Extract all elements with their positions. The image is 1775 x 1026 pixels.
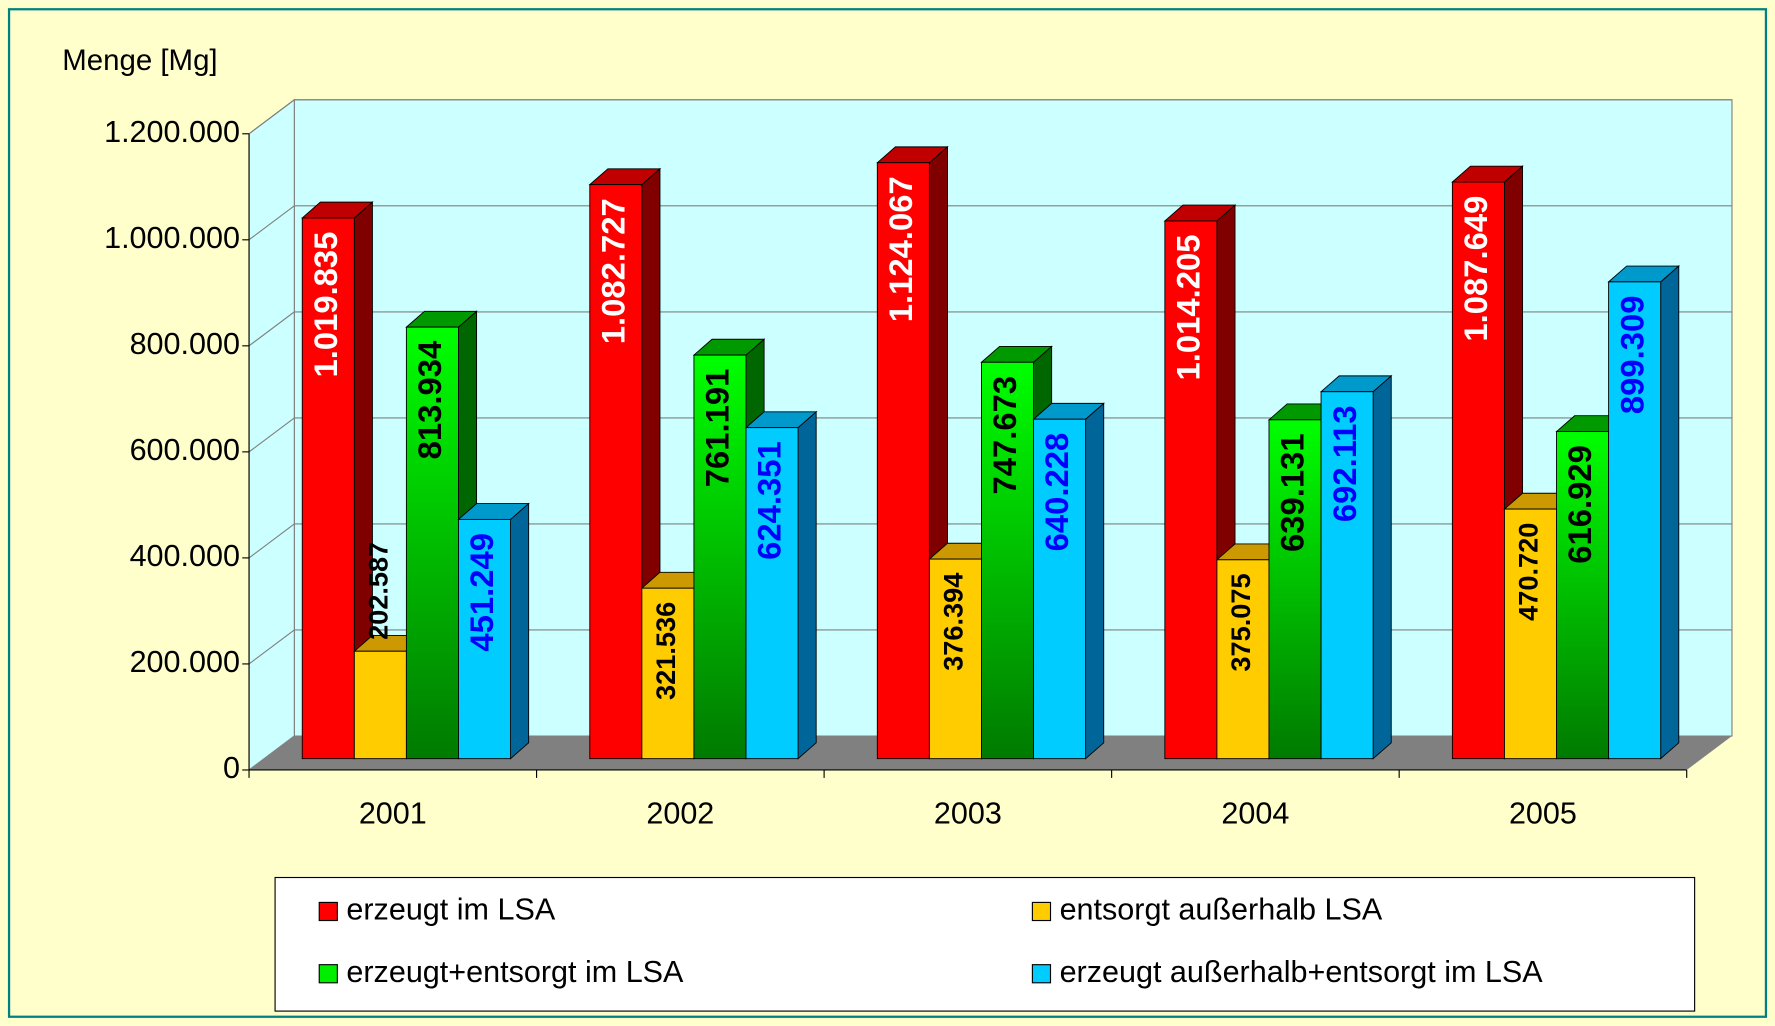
grid-line [248, 417, 295, 453]
legend-swatch [318, 901, 338, 922]
bar [1033, 418, 1087, 760]
value-label: 747.673 [986, 376, 1023, 495]
bar-side [1660, 265, 1680, 760]
y-tick-label: 1.200.000 [104, 115, 240, 149]
grid-line [248, 523, 295, 559]
bar [876, 162, 930, 760]
bar [1164, 220, 1218, 760]
x-tick-label: 2005 [1509, 796, 1577, 830]
bar [301, 217, 355, 760]
value-label: 321.536 [650, 602, 681, 700]
bar-side [1372, 374, 1392, 760]
legend-label: erzeugt im LSA [346, 893, 555, 927]
y-tick-label: 400.000 [130, 539, 240, 573]
x-tick-label: 2004 [1221, 796, 1289, 830]
grid-line [248, 205, 295, 241]
value-label: 1.014.205 [1170, 235, 1207, 381]
grid-line [248, 99, 295, 135]
legend-swatch [1031, 901, 1052, 922]
x-tick-label: 2001 [359, 796, 427, 830]
bar [1320, 391, 1374, 760]
value-label: 376.394 [938, 573, 969, 671]
bar [745, 427, 799, 760]
axis-title: Menge [Mg] [62, 44, 217, 77]
value-label: 640.228 [1038, 433, 1075, 552]
value-label: 1.019.835 [307, 232, 344, 378]
value-label: 761.191 [699, 369, 736, 488]
y-tick-label: 200.000 [130, 645, 240, 679]
value-label: 624.351 [751, 441, 788, 560]
value-label: 692.113 [1326, 405, 1363, 522]
grid-line [248, 311, 295, 347]
bar [1216, 559, 1270, 760]
bar [589, 184, 643, 760]
bar [458, 518, 511, 760]
bar [405, 326, 459, 760]
value-label: 202.587 [363, 542, 394, 640]
value-label: 813.934 [411, 340, 448, 459]
y-tick-label: 1.000.000 [104, 221, 240, 255]
bar [353, 650, 407, 760]
value-label: 1.087.649 [1457, 196, 1494, 342]
legend-swatch [1031, 964, 1052, 984]
bar [1503, 508, 1557, 760]
x-tick-label: 2002 [646, 796, 714, 830]
legend [274, 876, 1696, 1012]
legend-label: erzeugt außerhalb+entsorgt im LSA [1060, 955, 1544, 989]
value-label: 639.131 [1274, 433, 1311, 552]
value-label: 899.309 [1613, 295, 1650, 414]
y-tick-label: 0 [223, 751, 240, 785]
bar [641, 587, 695, 760]
value-label: 1.082.727 [594, 198, 631, 344]
x-tick-label: 2003 [934, 796, 1002, 830]
bar-side [1085, 402, 1105, 760]
legend-label: entsorgt außerhalb LSA [1060, 893, 1383, 927]
bar-side [797, 410, 817, 760]
value-label: 470.720 [1513, 523, 1544, 621]
legend-swatch [318, 964, 338, 984]
bar [1608, 281, 1662, 760]
y-tick-label: 600.000 [130, 433, 240, 467]
bar [928, 558, 982, 760]
bar-side [510, 502, 530, 760]
value-label: 375.075 [1225, 573, 1256, 671]
value-label: 451.249 [463, 533, 500, 652]
bar [693, 354, 747, 760]
legend-label: erzeugt+entsorgt im LSA [346, 955, 684, 989]
grid-line [248, 629, 295, 665]
bar [1451, 181, 1505, 760]
frame [7, 8, 1768, 1018]
bar [1268, 419, 1322, 760]
y-tick-label: 800.000 [130, 327, 240, 361]
value-label: 1.124.067 [882, 176, 919, 322]
bar [1556, 431, 1610, 760]
value-label: 616.929 [1561, 445, 1598, 564]
